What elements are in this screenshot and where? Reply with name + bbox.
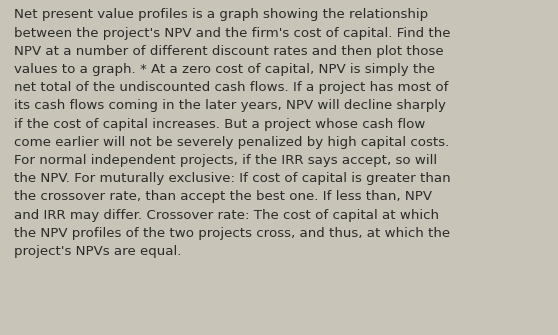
Text: Net present value profiles is a graph showing the relationship
between the proje: Net present value profiles is a graph sh…: [14, 8, 450, 258]
